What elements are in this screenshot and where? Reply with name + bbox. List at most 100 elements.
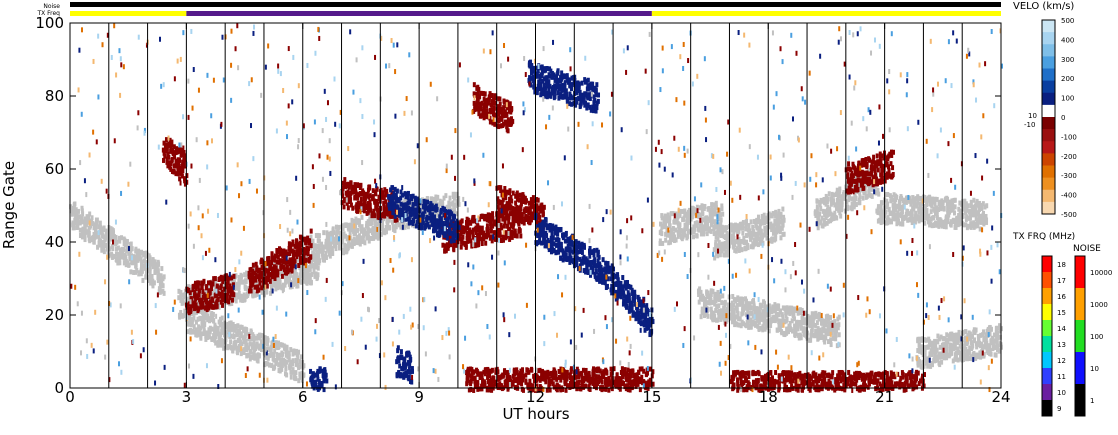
scatter-cell — [837, 332, 841, 338]
scatter-cell — [867, 191, 871, 197]
scatter-cell — [823, 210, 827, 216]
scatter-cell — [106, 228, 110, 234]
scatter-cell — [948, 199, 952, 205]
scatter-cell — [200, 297, 204, 303]
scatter-cell — [144, 253, 148, 259]
scatter-cell — [988, 331, 992, 337]
scatter-cell — [133, 257, 137, 263]
scatter-cell — [975, 218, 979, 224]
scatter-cell — [674, 219, 678, 225]
scatter-cell — [952, 346, 956, 352]
scatter-cell — [285, 359, 289, 365]
scatter-cell — [170, 156, 174, 162]
scatter-cell — [419, 203, 423, 209]
scatter-cell — [821, 327, 825, 333]
scatter-cell — [213, 329, 217, 335]
scatter-cell — [80, 205, 84, 211]
scatter-cell — [967, 330, 971, 336]
scatter-cell — [755, 225, 759, 231]
scatter-cell — [503, 206, 507, 212]
scatter-cell — [927, 363, 931, 369]
scatter-cell — [858, 194, 862, 200]
scatter-cell — [219, 285, 223, 291]
scatter-cell — [910, 220, 914, 226]
scatter-cell — [901, 221, 905, 227]
scatter-cell — [164, 137, 168, 143]
scatter-cell — [739, 296, 743, 302]
scatter-cell — [710, 206, 714, 212]
scatter-cell — [911, 195, 915, 201]
scatter-cell — [215, 303, 219, 309]
scatter-cell — [891, 204, 895, 210]
scatter-cell — [202, 278, 206, 284]
scatter-cell — [794, 331, 798, 337]
scatter-cell — [717, 222, 721, 228]
scatter-cell — [196, 283, 200, 289]
scatter-cell — [714, 246, 718, 252]
scatter-cell — [517, 228, 521, 234]
scatter-cell — [343, 233, 347, 239]
scatter-cell — [207, 300, 211, 306]
scatter-cell — [982, 214, 986, 220]
scatter-cell — [683, 232, 687, 238]
scatter-cell — [818, 211, 822, 217]
scatter-cell — [216, 330, 220, 336]
scatter-cell — [330, 249, 334, 255]
scatter-cell — [165, 156, 169, 162]
scatter-cell — [487, 218, 491, 224]
scatter-cell — [780, 219, 784, 225]
scatter-cell — [276, 285, 280, 291]
scatter-cell — [710, 216, 714, 222]
scatter-cell — [508, 205, 512, 211]
scatter-cell — [520, 219, 524, 225]
scatter-cell — [700, 310, 704, 316]
scatter-cell — [81, 211, 85, 217]
scatter-cell — [964, 352, 968, 358]
scatter-cell — [714, 239, 718, 245]
scatter-cell — [118, 260, 122, 266]
scatter-cell — [244, 330, 248, 336]
txfreq-bar-label: TX Freq — [36, 10, 60, 17]
scatter-cell — [882, 212, 886, 218]
scatter-cell — [774, 314, 778, 320]
scatter-cell — [963, 199, 967, 205]
scatter-cell — [685, 211, 689, 217]
scatter-cell — [825, 199, 829, 205]
scatter-cell — [506, 223, 510, 229]
txfreq-bar — [70, 11, 1001, 16]
scatter-cell — [850, 196, 854, 202]
scatter-cell — [737, 226, 741, 232]
scatter-cell — [294, 279, 298, 285]
scatter-cell — [260, 347, 264, 353]
scatter-cell — [980, 205, 984, 211]
scatter-cell — [280, 362, 284, 368]
scatter-cell — [998, 334, 1002, 340]
scatter-cell — [831, 335, 835, 341]
scatter-cell — [209, 312, 213, 318]
scatter-cell — [249, 288, 253, 294]
scatter-cell — [170, 139, 174, 145]
scatter-cell — [685, 226, 689, 232]
scatter-cell — [167, 142, 171, 148]
scatter-cell — [668, 239, 672, 245]
scatter-cell — [461, 240, 465, 246]
scatter-cell — [370, 235, 374, 241]
scatter-cell — [737, 316, 741, 322]
scatter-cell — [269, 264, 273, 270]
scatter-cell — [733, 317, 737, 323]
scatter-cell — [266, 269, 270, 275]
scatter-cell — [343, 248, 347, 254]
scatter-cell — [996, 343, 1000, 349]
scatter-cell — [251, 268, 255, 274]
scatter-cell — [773, 318, 777, 324]
scatter-cell — [208, 318, 212, 324]
txfreq-segment — [651, 11, 1001, 16]
scatter-cell — [454, 242, 458, 248]
scatter-cell — [963, 343, 967, 349]
scatter-cell — [826, 196, 830, 202]
scatter-cell — [224, 332, 228, 338]
scatter-cell — [773, 236, 777, 242]
scatter-cell — [467, 219, 471, 225]
scatter-cell — [251, 293, 255, 299]
scatter-cell — [683, 222, 687, 228]
